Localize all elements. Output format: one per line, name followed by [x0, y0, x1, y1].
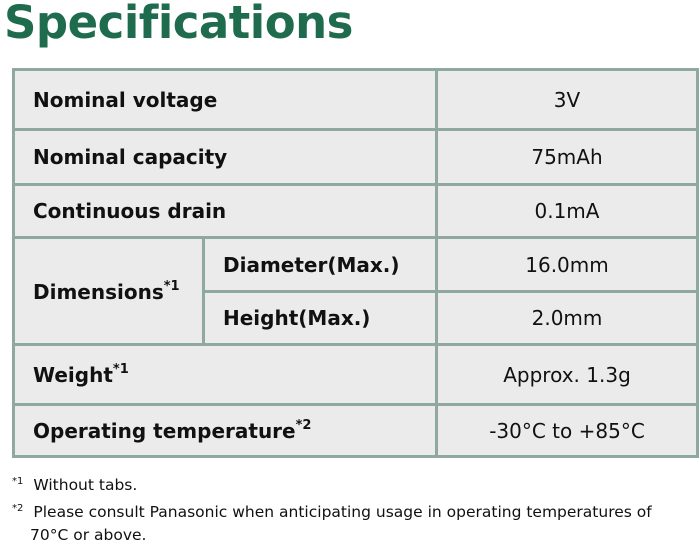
label-text: Weight [33, 363, 113, 387]
value: Approx. 1.3g [435, 343, 699, 406]
row: Continuous drain 0.1mA [12, 183, 699, 239]
label: Nominal voltage [12, 68, 438, 131]
footnotes: *1 Without tabs. *2 Please consult Panason… [12, 470, 690, 547]
footnote-marker: *1 [12, 476, 24, 487]
label: Nominal capacity [12, 128, 438, 186]
row: Nominal capacity 75mAh [12, 128, 699, 186]
label: Continuous drain [12, 183, 438, 239]
note: *1 [112, 362, 129, 377]
label: Dimensions*1 [12, 236, 205, 346]
row: Dimensions*1 Diameter(Max.) 16.0mm [12, 236, 699, 346]
title: Specifications [4, 0, 353, 49]
value: 2.0mm [435, 290, 699, 346]
row: Height(Max.) 2.0mm [14, 290, 699, 346]
footnote: *2 Please consult Panasonic when anticipa… [12, 497, 690, 547]
value: 3V [435, 68, 699, 131]
value: -30°C to +85°C [435, 403, 699, 458]
row: Operating temperature*2 -30°C to +85°C [12, 403, 699, 458]
footnote-marker: *2 [12, 503, 24, 514]
row: Nominal voltage 3V [12, 68, 699, 131]
spec-table: Nominal voltage 3V Nominal capacity 75mA… [12, 68, 699, 458]
label: Operating temperature*2 [12, 403, 438, 458]
label-text: Dimensions [33, 279, 164, 304]
footnote: *1 Without tabs. [12, 470, 690, 497]
label-text: Operating temperature [33, 419, 296, 443]
footnote-text: Please consult Panasonic when anticipati… [30, 503, 652, 544]
note: *2 [295, 418, 312, 433]
footnote-text: Without tabs. [33, 476, 138, 494]
sub-label: Height(Max.) [202, 290, 438, 346]
value: 0.1mA [435, 183, 699, 239]
value: 16.0mm [435, 236, 699, 293]
value: 75mAh [435, 128, 699, 186]
row: Weight*1 Approx. 1.3g [12, 343, 699, 406]
label: Weight*1 [12, 343, 438, 406]
sub-label: Diameter(Max.) [202, 236, 438, 293]
note: *1 [163, 278, 180, 294]
